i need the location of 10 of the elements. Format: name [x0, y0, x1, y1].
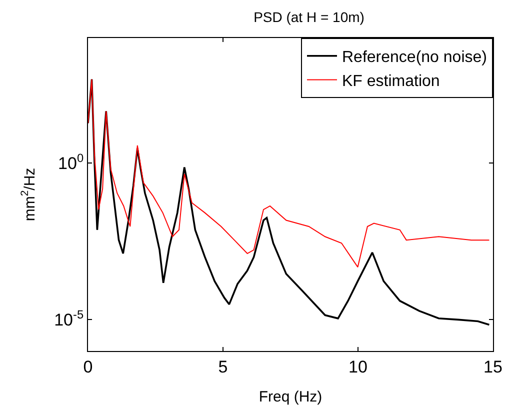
- y-tick-label: 10$^{-5}$: [54, 308, 84, 330]
- x-tick-label: 10: [348, 357, 368, 376]
- chart-title: PSD (at H = 10m): [254, 9, 364, 26]
- x-tick-label: 0: [83, 357, 93, 376]
- legend-label: KF estimation: [342, 72, 440, 90]
- y-tick-label: 10$^{0}$: [58, 151, 84, 174]
- x-tick-label: 5: [218, 357, 228, 376]
- legend-label: Reference(no noise): [342, 49, 487, 66]
- x-axis-title: Freq (Hz): [258, 388, 322, 406]
- x-tick-label: 15: [484, 357, 502, 376]
